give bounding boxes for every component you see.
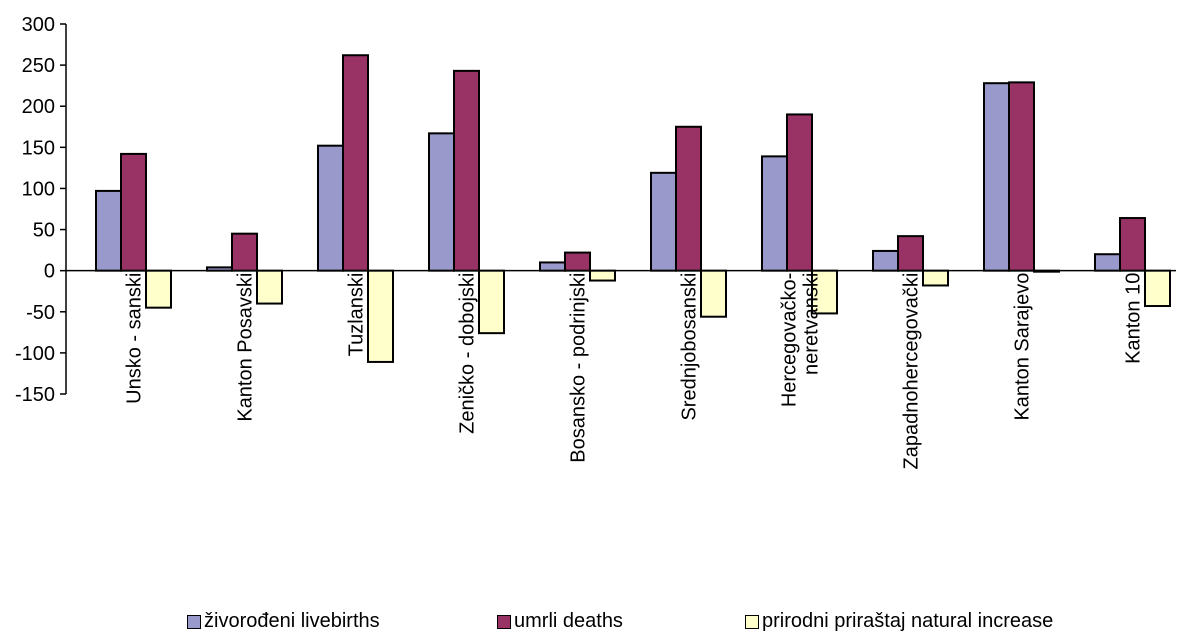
natural-increase-bar bbox=[1144, 269, 1171, 308]
x-tick-label: Kanton Sarajevo bbox=[1012, 273, 1034, 421]
natural-increase-bar bbox=[811, 269, 838, 315]
deaths-bar bbox=[453, 69, 480, 272]
livebirths-bar bbox=[539, 261, 566, 272]
natural-increase-bar bbox=[589, 269, 616, 282]
legend: živorođeni livebirths umrli deaths priro… bbox=[0, 610, 1178, 634]
x-tick-label: Hercegovačko-neretvanski bbox=[779, 273, 823, 408]
deaths-bar bbox=[1119, 217, 1146, 272]
legend-swatch-livebirths bbox=[187, 614, 201, 629]
legend-swatch-natural-increase bbox=[745, 614, 759, 629]
legend-label-deaths: umrli deaths bbox=[514, 610, 623, 632]
deaths-bar bbox=[120, 152, 147, 272]
legend-item-natural-increase: prirodni priraštaj natural increase bbox=[745, 610, 1053, 633]
x-tick-label: Zapadnohercegovački bbox=[901, 273, 923, 470]
livebirths-bar bbox=[983, 82, 1010, 272]
legend-item-livebirths: živorođeni livebirths bbox=[187, 610, 380, 633]
x-tick-label: Bosansko - podrinjski bbox=[568, 273, 590, 463]
bars bbox=[95, 54, 1171, 363]
livebirths-bar bbox=[761, 155, 788, 272]
x-tick-label: Srednjobosanski bbox=[679, 273, 701, 421]
deaths-bar bbox=[564, 251, 591, 272]
livebirths-bar bbox=[206, 266, 233, 272]
y-tick-label: 200 bbox=[22, 96, 55, 118]
natural-increase-bar bbox=[478, 269, 505, 335]
deaths-bar bbox=[786, 113, 813, 272]
natural-increase-bar bbox=[700, 269, 727, 318]
deaths-bar bbox=[1008, 81, 1035, 272]
y-tick-label: 150 bbox=[22, 137, 55, 159]
natural-increase-bar bbox=[922, 269, 949, 287]
y-tick-label: -150 bbox=[15, 384, 55, 406]
deaths-bar bbox=[897, 235, 924, 272]
legend-item-deaths: umrli deaths bbox=[497, 610, 623, 633]
legend-label-livebirths: živorođeni livebirths bbox=[204, 610, 380, 632]
natural-increase-bar bbox=[367, 269, 394, 363]
natural-increase-bar bbox=[145, 269, 172, 309]
livebirths-bar bbox=[872, 249, 899, 272]
y-tick-label: 100 bbox=[22, 178, 55, 200]
x-tick-label: Unsko - sanski bbox=[124, 273, 146, 404]
x-tick-label: Kanton Posavski bbox=[235, 273, 257, 422]
deaths-bar bbox=[231, 232, 258, 272]
livebirths-bar bbox=[428, 132, 455, 272]
livebirths-bar bbox=[1094, 253, 1121, 272]
deaths-bar bbox=[675, 125, 702, 272]
x-tick-label: Zeničko - dobojski bbox=[457, 273, 479, 434]
natural-increase-bar bbox=[1033, 269, 1060, 273]
natural-increase-bar bbox=[256, 269, 283, 305]
x-tick-label: Kanton 10 bbox=[1123, 273, 1145, 364]
y-tick-label: 300 bbox=[22, 14, 55, 36]
y-tick-label: 0 bbox=[44, 261, 55, 283]
y-tick-label: 250 bbox=[22, 55, 55, 77]
x-axis-labels: Unsko - sanski Kanton Posavski Tuzlanski Ze… bbox=[124, 273, 1145, 470]
x-tick-label: Tuzlanski bbox=[346, 273, 368, 357]
y-tick-label: -50 bbox=[26, 302, 55, 324]
legend-label-natural-increase: prirodni priraštaj natural increase bbox=[762, 610, 1054, 632]
livebirths-bar bbox=[95, 189, 122, 272]
deaths-bar bbox=[342, 54, 369, 272]
y-tick-label: 50 bbox=[33, 220, 55, 242]
livebirths-bar bbox=[650, 171, 677, 272]
bar-chart: 300 250 200 150 100 50 0 -50 -100 -150 Unsko - sa… bbox=[15, 14, 1176, 470]
livebirths-bar bbox=[317, 144, 344, 272]
legend-swatch-deaths bbox=[497, 614, 511, 629]
y-tick-label: -100 bbox=[15, 343, 55, 365]
